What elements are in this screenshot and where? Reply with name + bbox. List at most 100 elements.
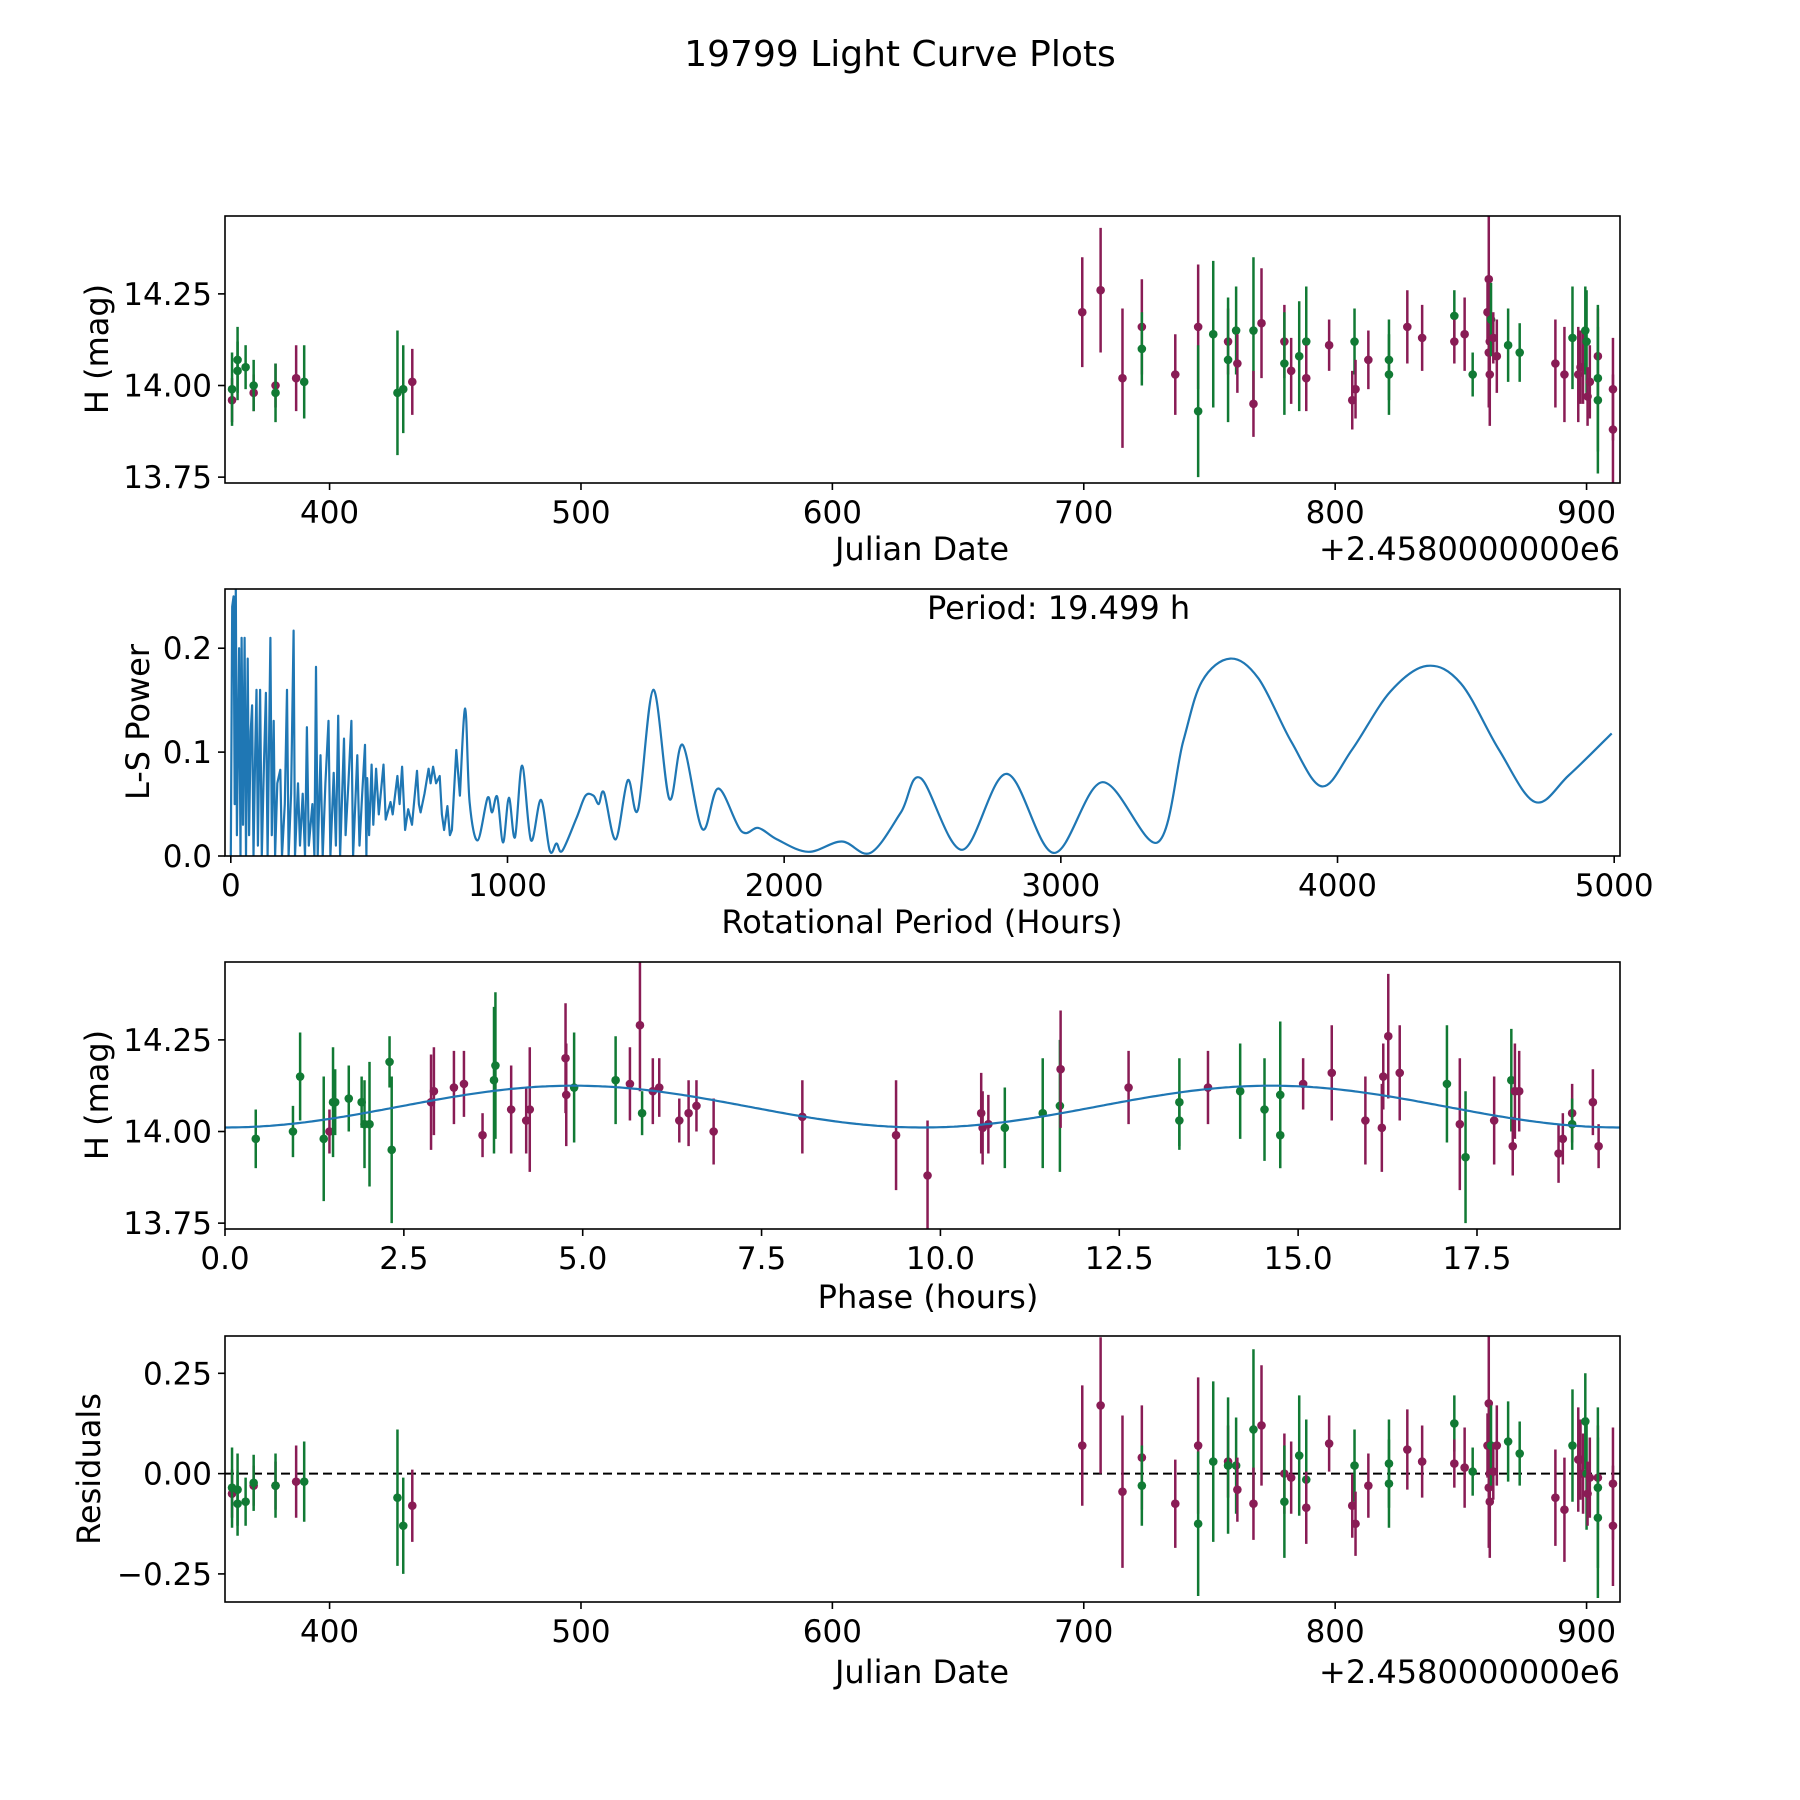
y-tick-label: 13.75 <box>123 460 212 496</box>
lightcurve-offset-text: +2.4580000000e6 <box>1319 530 1620 568</box>
y-tick-label: 14.00 <box>123 1115 212 1151</box>
data-point <box>923 1171 932 1180</box>
x-tick-label: 2.5 <box>379 1241 428 1277</box>
lightcurve-axes: Julian Date +2.4580000000e6 H (mag) 400 5… <box>78 215 1621 568</box>
data-point <box>1515 348 1524 357</box>
y-tick-label: 0.0 <box>163 839 212 875</box>
x-tick-label: 600 <box>803 495 862 531</box>
data-point <box>241 1497 250 1506</box>
data-point <box>1193 1519 1203 1529</box>
lightcurve-ylabel: H (mag) <box>78 284 116 414</box>
data-point <box>407 377 417 387</box>
data-point <box>233 355 242 365</box>
data-point <box>1560 1505 1569 1515</box>
data-point <box>1249 399 1258 409</box>
data-point <box>1301 373 1311 383</box>
data-point <box>561 1090 571 1100</box>
period-annotation: Period: 19.499 h <box>927 589 1190 627</box>
x-tick-label: 400 <box>300 495 359 531</box>
x-tick-label: 3000 <box>1021 868 1100 904</box>
data-point <box>1301 337 1311 346</box>
data-point <box>271 388 280 398</box>
data-point <box>1324 340 1334 350</box>
data-point <box>1327 1068 1337 1078</box>
data-point <box>1056 1064 1065 1074</box>
data-point <box>1249 1425 1258 1434</box>
y-tick-label: −0.25 <box>117 1557 212 1593</box>
x-tick-label: 700 <box>1054 495 1113 531</box>
data-point <box>1558 1134 1568 1144</box>
data-point <box>478 1130 487 1140</box>
data-point <box>1249 326 1258 335</box>
data-point <box>1560 370 1569 379</box>
data-point <box>1450 1419 1459 1428</box>
x-tick-label: 1000 <box>468 868 547 904</box>
data-point <box>1280 1497 1289 1506</box>
data-point <box>299 1477 309 1486</box>
data-point <box>1484 274 1494 284</box>
data-point <box>288 1127 298 1136</box>
data-point <box>1301 1503 1311 1513</box>
data-point <box>1096 1401 1105 1410</box>
data-point <box>1000 1123 1010 1133</box>
data-point <box>1193 322 1203 332</box>
y-tick-label: 14.00 <box>123 369 212 405</box>
data-point <box>227 384 237 394</box>
data-point <box>625 1079 635 1089</box>
periodogram-xlabel: Rotational Period (Hours) <box>721 903 1122 941</box>
y-tick-label: 13.75 <box>123 1206 212 1242</box>
data-point <box>1193 406 1203 416</box>
data-point <box>1455 1119 1465 1129</box>
x-tick-label: 7.5 <box>737 1241 786 1277</box>
x-tick-label: 4000 <box>1298 868 1377 904</box>
data-point <box>1514 1086 1524 1096</box>
x-tick-label: 800 <box>1306 1614 1365 1650</box>
data-point <box>1257 1421 1266 1430</box>
data-point <box>1515 1449 1524 1458</box>
x-tick-label: 500 <box>551 495 610 531</box>
data-point <box>1594 1141 1603 1151</box>
y-tick-label: 0.25 <box>143 1356 212 1392</box>
data-point <box>1417 1457 1427 1466</box>
data-point <box>1208 1457 1218 1466</box>
data-point <box>521 1116 531 1125</box>
data-point <box>637 1108 647 1118</box>
data-point <box>1364 355 1373 365</box>
data-point <box>1377 1123 1387 1133</box>
data-point <box>1468 370 1477 379</box>
data-point <box>1378 1072 1388 1081</box>
x-tick-label: 5000 <box>1575 868 1654 904</box>
data-point <box>1233 1485 1242 1494</box>
data-point <box>1077 307 1087 317</box>
lightcurve-xlabel: Julian Date <box>833 530 1009 568</box>
data-point <box>709 1127 718 1136</box>
x-tick-label: 900 <box>1557 1614 1616 1650</box>
data-point <box>1294 351 1304 361</box>
y-tick-label: 0.00 <box>143 1457 212 1493</box>
data-point <box>1364 1481 1373 1490</box>
data-point <box>251 1134 261 1144</box>
data-point <box>385 1057 394 1067</box>
x-tick-label: 400 <box>300 1614 359 1650</box>
data-point <box>1260 1105 1269 1114</box>
data-point <box>1286 1473 1296 1482</box>
data-point <box>365 1119 374 1129</box>
data-point <box>674 1116 684 1125</box>
data-point <box>393 1493 402 1502</box>
data-point <box>241 362 250 372</box>
data-point <box>295 1072 305 1081</box>
x-tick-label: 900 <box>1557 495 1616 531</box>
data-point <box>1460 329 1469 339</box>
data-point <box>1383 1031 1393 1041</box>
data-point <box>1503 340 1513 350</box>
data-point <box>249 381 258 390</box>
axes-frame <box>224 1335 1621 1603</box>
data-point <box>611 1075 620 1085</box>
periodogram-ylabel: L-S Power <box>119 643 157 800</box>
data-point <box>449 1083 459 1092</box>
data-point <box>1280 359 1289 368</box>
data-point <box>1233 359 1242 368</box>
data-point <box>1593 395 1603 405</box>
data-point <box>1170 370 1180 379</box>
data-point <box>1231 1461 1241 1470</box>
